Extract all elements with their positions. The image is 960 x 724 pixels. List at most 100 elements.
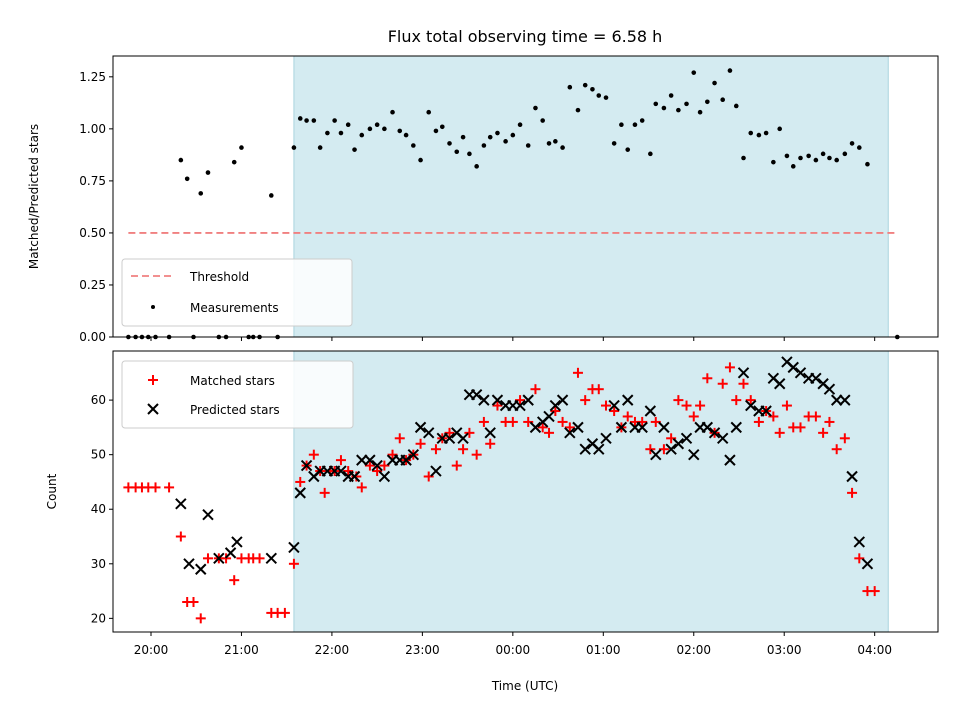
bottom-x-axis: 20:00 21:00 22:00 23:00 00:00 01:00 02:00 03:00…: [134, 632, 892, 657]
measurement-point: [733, 103, 739, 109]
matched-star-point: [731, 395, 742, 406]
measurement-point: [467, 151, 472, 157]
measurement-point: [433, 128, 439, 134]
matched-star-point: [854, 553, 865, 564]
measurement-point: [418, 157, 423, 163]
matched-star-point: [343, 466, 354, 477]
predicted-stars-series: [175, 356, 874, 575]
x-tick-label: 00:00: [496, 643, 531, 657]
x-tick-label: 23:00: [405, 643, 440, 657]
predicted-star-point: [572, 421, 584, 434]
predicted-star-point: [231, 536, 243, 548]
predicted-star-point: [549, 399, 562, 412]
top-y-tick-label: 1.25: [79, 70, 106, 84]
measurement-point: [426, 109, 432, 115]
matched-star-point: [839, 433, 850, 444]
predicted-star-point: [650, 448, 662, 461]
measurement-point: [790, 164, 796, 169]
matched-star-point: [319, 487, 330, 498]
predicted-star-point: [400, 454, 412, 466]
measurement-point: [619, 122, 624, 127]
predicted-star-point: [414, 421, 427, 434]
legend-matched-swatch: [148, 375, 158, 385]
matched-star-point: [351, 471, 362, 482]
measurement-point: [668, 93, 674, 98]
matched-star-point: [415, 438, 426, 449]
predicted-star-point: [730, 421, 742, 434]
matched-star-point: [295, 476, 306, 487]
measurement-point: [648, 151, 653, 157]
measurement-point: [865, 161, 870, 167]
measurement-point: [454, 149, 460, 155]
measurement-point: [611, 141, 617, 146]
predicted-star-point: [579, 443, 591, 455]
top-y-tick-label: 0.75: [79, 174, 106, 188]
matched-star-point: [364, 460, 375, 471]
matched-star-point: [658, 444, 669, 455]
matched-star-point: [869, 586, 880, 597]
x-tick-label: 22:00: [315, 643, 350, 657]
predicted-star-point: [839, 394, 851, 406]
measurement-point: [684, 101, 689, 107]
bottom-y-axis: 20 30 40 50 60: [91, 393, 113, 625]
measurement-point: [560, 145, 565, 150]
matched-star-point: [688, 411, 699, 422]
predicted-star-point: [407, 448, 420, 461]
measurement-point: [390, 109, 395, 115]
predicted-star-point: [688, 448, 700, 461]
measurement-point: [198, 191, 204, 196]
measurement-point: [517, 122, 523, 127]
x-tick-label: 01:00: [586, 643, 621, 657]
predicted-star-point: [543, 410, 555, 423]
measurement-point: [798, 155, 803, 161]
measurement-point: [661, 105, 667, 111]
matched-star-point: [423, 471, 434, 482]
predicted-star-point: [708, 427, 721, 439]
predicted-star-point: [716, 432, 729, 445]
measurement-point: [582, 82, 588, 88]
measurement-point: [178, 157, 184, 163]
measurement-point: [784, 153, 790, 159]
matched-star-point: [254, 553, 265, 564]
chart-title: Flux total observing time = 6.58 h: [388, 27, 663, 46]
measurement-point: [590, 87, 595, 92]
matched-star-point: [335, 455, 346, 466]
predicted-star-point: [478, 394, 490, 406]
matched-star-point: [175, 531, 186, 542]
top-plot-frame: [112, 55, 939, 338]
measurement-point: [374, 122, 380, 127]
measurement-point: [460, 134, 466, 140]
measurement-point: [849, 141, 855, 146]
measurement-point: [756, 132, 762, 138]
measurement-point: [741, 155, 746, 161]
top-legend: Threshold Measurements: [121, 258, 353, 327]
x-tick-label: 20:00: [134, 643, 169, 657]
measurement-point: [596, 93, 602, 98]
matched-star-point: [444, 427, 455, 438]
bottom-observing-window: [293, 350, 889, 633]
measurement-point: [205, 170, 211, 175]
matched-star-point: [681, 400, 692, 411]
matched-star-point: [288, 558, 299, 569]
measurement-point: [533, 105, 538, 111]
predicted-star-point: [300, 459, 313, 472]
predicted-star-point: [265, 552, 278, 565]
measurement-point: [748, 130, 754, 136]
x-axis-label: Time (UTC): [491, 679, 558, 693]
predicted-star-point: [443, 432, 456, 445]
matched-star-point: [458, 444, 469, 455]
predicted-star-point: [760, 405, 772, 417]
matched-star-point: [695, 400, 706, 411]
matched-star-point: [564, 422, 575, 433]
legend-measurements-swatch: [151, 305, 155, 309]
measurement-point: [820, 151, 826, 157]
measurement-point: [813, 157, 819, 163]
matched-star-point: [478, 416, 489, 427]
matched-star-point: [164, 482, 175, 493]
measurement-point: [332, 118, 337, 123]
predicted-star-point: [737, 367, 750, 379]
legend-threshold-label: Threshold: [189, 270, 249, 284]
predicted-star-point: [810, 372, 822, 384]
matched-star-point: [666, 433, 677, 444]
predicted-star-point: [861, 558, 874, 570]
